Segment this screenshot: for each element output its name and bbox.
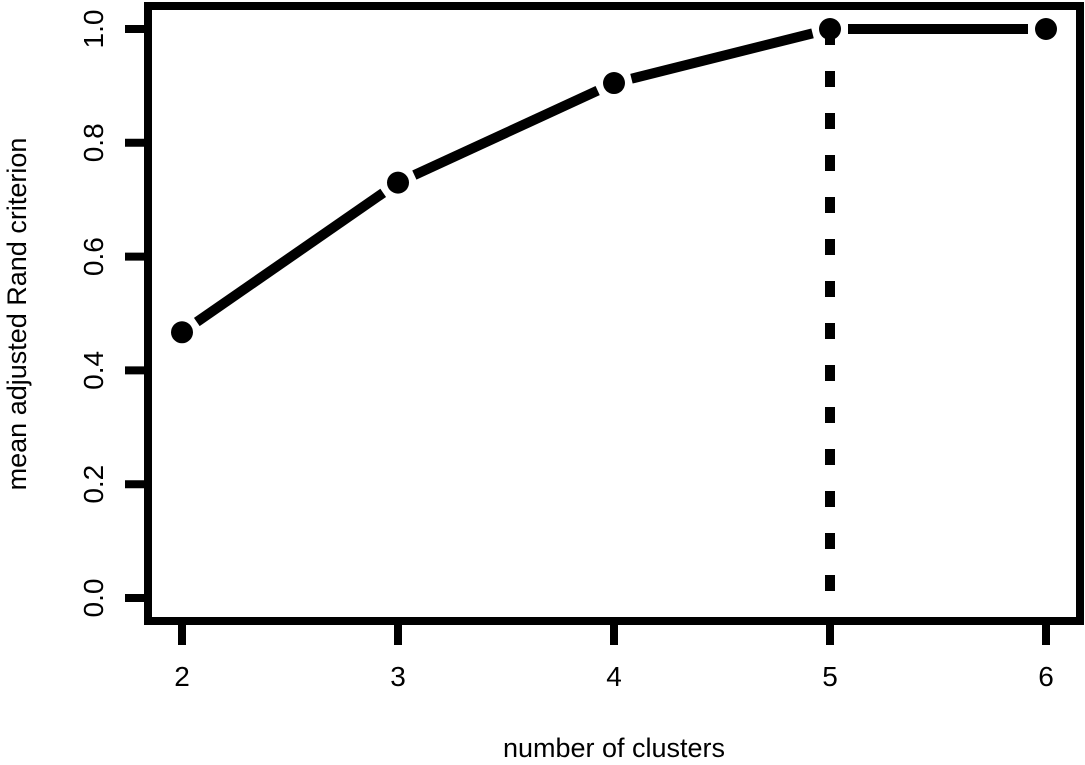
plot-frame: [144, 2, 1084, 625]
y-axis-title: mean adjusted Rand criterion: [2, 138, 32, 491]
x-tick-label: 6: [1038, 661, 1054, 692]
y-tick-label: 0.6: [78, 237, 109, 276]
data-point: [387, 171, 409, 194]
y-tick-label: 0.8: [78, 123, 109, 162]
series-group: [171, 18, 1057, 344]
data-point: [1035, 18, 1057, 40]
x-tick-label: 3: [390, 661, 406, 692]
y-tick-label: 1.0: [78, 10, 109, 49]
series-line-segment: [412, 86, 600, 180]
y-axis: 0.0 0.2 0.4 0.6 0.8 1.0: [78, 10, 144, 618]
y-tick-label: 0.2: [78, 465, 109, 504]
x-tick-label: 4: [606, 661, 622, 692]
series-line-segment: [630, 28, 814, 84]
y-tick-label: 0.4: [78, 351, 109, 390]
y-tick-label: 0.0: [78, 579, 109, 618]
data-point: [603, 72, 625, 95]
data-point: [171, 321, 193, 344]
data-point: [819, 18, 841, 40]
x-tick-label: 2: [174, 661, 190, 692]
x-axis-title: number of clusters: [503, 733, 725, 763]
x-axis: 2 3 4 5 6: [174, 625, 1054, 692]
series-line-segment: [193, 188, 387, 327]
x-tick-label: 5: [822, 661, 838, 692]
